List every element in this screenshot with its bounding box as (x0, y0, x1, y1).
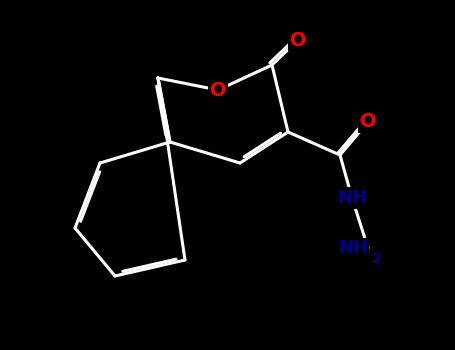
Text: 2: 2 (372, 252, 382, 266)
Text: O: O (210, 80, 226, 99)
Text: O: O (290, 30, 306, 49)
Text: NH: NH (337, 189, 367, 207)
Text: O: O (360, 112, 376, 132)
Text: NH: NH (338, 239, 368, 257)
